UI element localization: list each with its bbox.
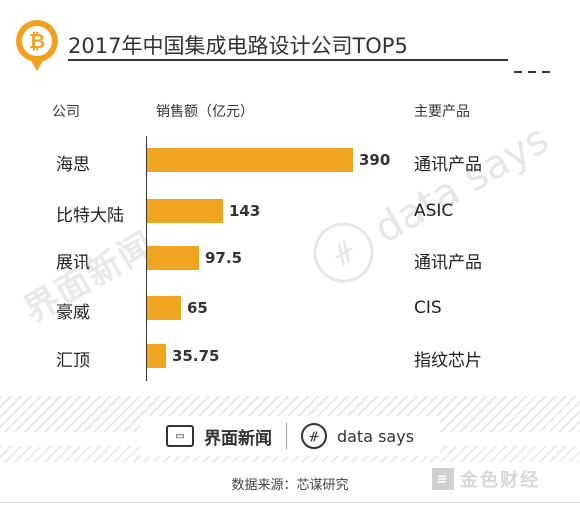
column-header-sales: 销售额（亿元） (156, 104, 254, 120)
company-label: 比特大陆 (56, 206, 124, 226)
jiemian-icon: ▭ (165, 425, 194, 447)
company-label: 豪威 (56, 303, 90, 323)
chart-header: ₿ 2017年中国集成电路设计公司TOP5 (12, 14, 572, 74)
bottom-border (0, 502, 580, 503)
sales-value-label: 143 (229, 202, 261, 220)
sales-bar (147, 246, 199, 270)
jinse-logo-watermark: ≡ 金色财经 (432, 466, 540, 492)
company-label: 汇顶 (56, 351, 90, 371)
jinse-logo-icon: ≡ (432, 468, 454, 490)
sales-value-label: 97.5 (205, 249, 243, 267)
main-product-label: ASIC (414, 201, 454, 221)
column-header-company: 公司 (52, 104, 80, 120)
brand-bar: ▭ 界面新闻 ᚌ data says (140, 416, 440, 456)
brand-jiemian: 界面新闻 (203, 428, 272, 449)
chart-axis-line (146, 136, 147, 381)
sales-value-label: 65 (187, 299, 208, 317)
sales-bar (147, 199, 223, 223)
data-says-icon: ᚌ (300, 423, 327, 449)
brand-divider (285, 423, 287, 449)
company-label: 展讯 (56, 253, 90, 273)
data-says-watermark-text: data says (366, 116, 557, 253)
column-header-product: 主要产品 (414, 104, 470, 120)
jinse-logo-text: 金色财经 (460, 470, 540, 491)
sales-bar (147, 344, 166, 368)
data-source: 数据来源：芯谋研究 (231, 478, 349, 493)
sales-bar (147, 148, 353, 172)
title-underline-dashes (514, 58, 574, 73)
sales-bar (147, 296, 181, 320)
main-product-label: 通讯产品 (414, 253, 482, 273)
bitcoin-symbol: ₿ (22, 26, 52, 56)
main-product-label: 指纹芯片 (414, 351, 482, 371)
main-product-label: 通讯产品 (414, 155, 482, 175)
title-underline (68, 59, 508, 61)
main-product-label: CIS (414, 298, 442, 318)
company-label: 海思 (56, 155, 90, 175)
bitcoin-coin-pin-icon: ₿ (16, 20, 58, 71)
sales-value-label: 390 (359, 151, 391, 169)
chart-title: 2017年中国集成电路设计公司TOP5 (68, 34, 408, 58)
brand-data-says: data says (336, 426, 415, 446)
sales-value-label: 35.75 (172, 347, 220, 365)
